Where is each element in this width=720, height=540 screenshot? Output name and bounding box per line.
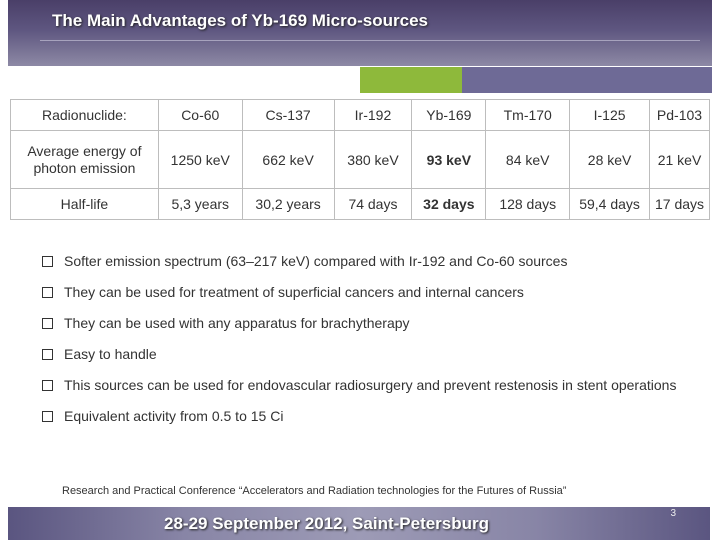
list-item: They can be used for treatment of superf… (42, 284, 692, 301)
footer-divider (710, 507, 712, 540)
table-cell: 28 keV (569, 130, 651, 189)
table-cell: 1250 keV (157, 130, 243, 189)
table-cell: 59,4 days (569, 188, 651, 220)
table-cell: 5,3 years (157, 188, 243, 220)
list-item: They can be used with any apparatus for … (42, 315, 692, 332)
slide-title: The Main Advantages of Yb-169 Micro-sour… (52, 11, 428, 30)
table-cell: 74 days (333, 188, 413, 220)
checkbox-bullet-icon (42, 380, 53, 391)
list-item-text: Easy to handle (64, 346, 157, 362)
footer-date: 28-29 September 2012, Saint-Petersburg (164, 514, 490, 533)
table-cell: 662 keV (241, 130, 335, 189)
table-cell: Yb-169 (411, 99, 487, 131)
decor-strip-purple (462, 67, 712, 93)
list-item-text: Equivalent activity from 0.5 to 15 Ci (64, 408, 284, 424)
table-cell: 17 days (649, 188, 710, 220)
list-item-text: Softer emission spectrum (63–217 keV) co… (64, 253, 568, 269)
page-number: 3 (670, 508, 676, 519)
list-item: This sources can be used for endovascula… (42, 377, 692, 394)
table-cell: Tm-170 (485, 99, 571, 131)
table-cell: 128 days (485, 188, 571, 220)
table-row: Radionuclide: Co-60 Cs-137 Ir-192 Yb-169… (10, 99, 710, 131)
slide-footer: 28-29 September 2012, Saint-Petersburg 3 (8, 507, 712, 540)
table-cell: Radionuclide: (10, 99, 159, 131)
table-cell: Average energy of photon emission (10, 130, 159, 189)
checkbox-bullet-icon (42, 318, 53, 329)
table-cell: 32 days (411, 188, 487, 220)
decor-strip-white (8, 67, 360, 93)
checkbox-bullet-icon (42, 349, 53, 360)
table-cell: 30,2 years (241, 188, 335, 220)
list-item: Equivalent activity from 0.5 to 15 Ci (42, 408, 692, 425)
table-cell: 84 keV (485, 130, 571, 189)
advantages-list: Softer emission spectrum (63–217 keV) co… (42, 253, 692, 439)
checkbox-bullet-icon (42, 411, 53, 422)
table-row: Average energy of photon emission 1250 k… (10, 130, 710, 189)
table-cell: 21 keV (649, 130, 710, 189)
table-cell: Cs-137 (241, 99, 335, 131)
slide-header: The Main Advantages of Yb-169 Micro-sour… (8, 0, 712, 66)
header-underline (40, 40, 700, 41)
table-cell: 93 keV (411, 130, 487, 189)
list-item-text: They can be used with any apparatus for … (64, 315, 410, 331)
list-item: Easy to handle (42, 346, 692, 363)
table-cell: Co-60 (157, 99, 243, 131)
table-cell: Half-life (10, 188, 159, 220)
checkbox-bullet-icon (42, 256, 53, 267)
table-cell: Pd-103 (649, 99, 710, 131)
table-cell: Ir-192 (333, 99, 413, 131)
list-item-text: They can be used for treatment of superf… (64, 284, 524, 300)
decor-strip-green (360, 67, 462, 93)
table-row: Half-life 5,3 years 30,2 years 74 days 3… (10, 188, 710, 220)
table-cell: 380 keV (333, 130, 413, 189)
conference-caption: Research and Practical Conference “Accel… (62, 485, 567, 497)
checkbox-bullet-icon (42, 287, 53, 298)
radionuclide-table: Radionuclide: Co-60 Cs-137 Ir-192 Yb-169… (10, 99, 710, 220)
list-item: Softer emission spectrum (63–217 keV) co… (42, 253, 692, 270)
list-item-text: This sources can be used for endovascula… (64, 377, 677, 393)
table-cell: I-125 (569, 99, 651, 131)
